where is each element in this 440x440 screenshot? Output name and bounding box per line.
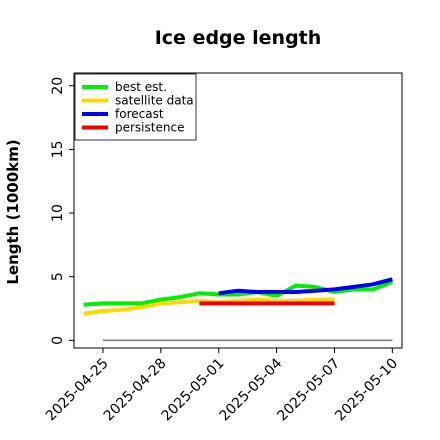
y-tick-label: 10 (50, 204, 66, 222)
y-tick-label: 15 (50, 140, 66, 158)
legend-label: forecast (115, 107, 164, 121)
y-axis-label: Length (1000km) (4, 139, 22, 284)
plot-area-frame (73, 72, 403, 349)
y-tick-label: 0 (50, 336, 66, 345)
y-tick-label: 20 (50, 77, 66, 95)
legend-label: persistence (115, 121, 184, 135)
series-line-best-est- (83, 279, 394, 307)
y-tick-label: 5 (50, 272, 66, 281)
y-axis: 0 5 10 15 20 (50, 77, 74, 345)
legend-items: best est.satellite dataforecastpersisten… (82, 80, 194, 135)
x-tick-label: 2025-05-10 (332, 356, 401, 425)
series-layer (83, 277, 394, 316)
legend-label: best est. (115, 80, 167, 94)
legend-label: satellite data (115, 94, 194, 108)
chart-title: Ice edge length (155, 27, 322, 49)
legend: best est.satellite dataforecastpersisten… (74, 73, 197, 141)
x-axis: 2025-04-252025-04-282025-05-012025-05-04… (43, 348, 401, 424)
series-line-forecast (218, 277, 393, 296)
